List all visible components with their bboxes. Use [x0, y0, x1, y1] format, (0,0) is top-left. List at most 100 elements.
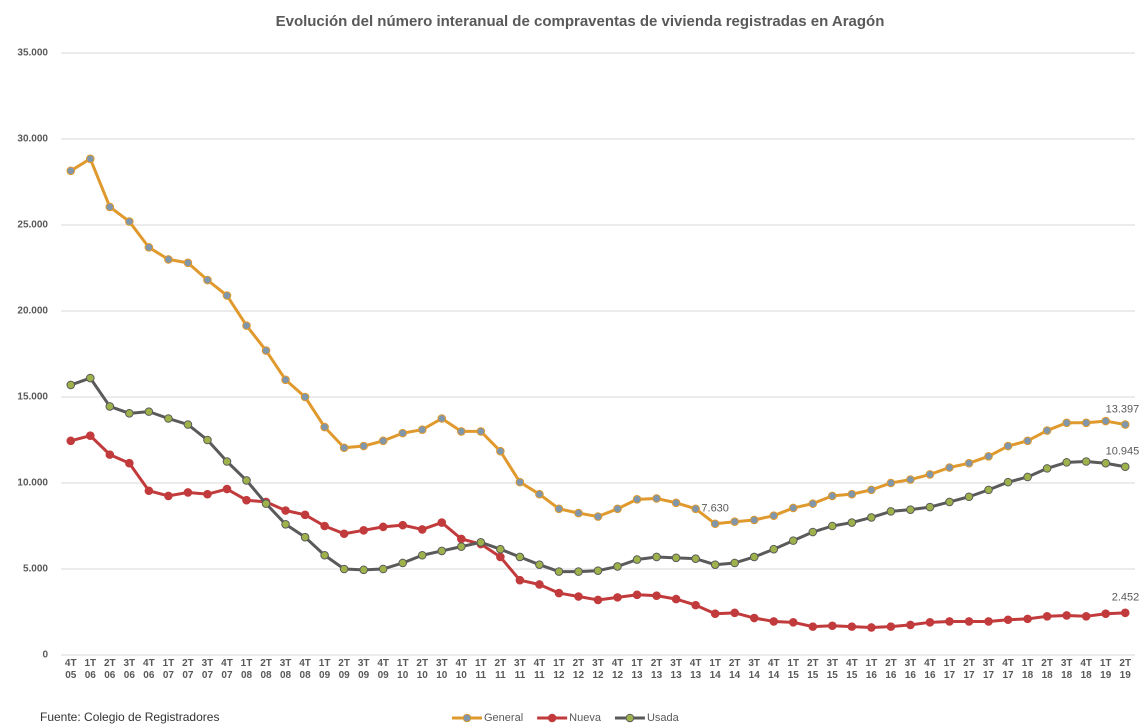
point-marker	[1062, 418, 1071, 428]
point-marker	[515, 575, 525, 585]
y-tick-label: 5.000	[23, 564, 48, 575]
x-tick-label: 4T 14	[768, 658, 780, 681]
point-marker	[945, 463, 954, 472]
y-tick-label: 0	[42, 650, 48, 661]
point-marker	[339, 529, 349, 539]
point-marker	[808, 527, 818, 537]
y-tick-label: 35.000	[17, 48, 48, 59]
point-marker	[749, 613, 759, 623]
point-marker	[730, 558, 739, 568]
point-marker	[554, 588, 564, 598]
point-marker	[1023, 614, 1032, 624]
y-tick-label: 20.000	[17, 306, 48, 317]
point-marker	[632, 590, 642, 600]
point-marker	[613, 593, 622, 602]
x-tick-label: 3T 15	[826, 658, 838, 681]
point-marker	[828, 621, 837, 631]
point-marker	[242, 321, 251, 330]
data-label: 2.452	[1112, 592, 1140, 604]
point-marker	[574, 508, 583, 518]
point-marker	[378, 522, 388, 532]
x-tick-label: 2T 10	[416, 658, 428, 681]
x-tick-label: 3T 06	[124, 658, 136, 681]
point-marker	[710, 609, 720, 619]
point-marker	[1042, 426, 1052, 435]
point-marker	[320, 550, 329, 560]
x-tick-label: 2T 06	[104, 658, 116, 681]
point-marker	[652, 494, 661, 503]
x-tick-label: 3T 14	[748, 658, 760, 681]
point-marker	[808, 499, 818, 508]
x-tick-label: 2T 15	[807, 658, 819, 681]
point-marker	[437, 546, 447, 556]
point-marker	[730, 608, 739, 618]
point-marker	[300, 510, 310, 520]
point-marker	[593, 595, 603, 605]
point-marker	[164, 255, 173, 264]
point-marker	[222, 291, 232, 300]
legend-label: General	[484, 712, 523, 724]
point-marker	[886, 507, 896, 516]
point-marker	[906, 505, 915, 514]
point-marker	[769, 511, 779, 520]
legend-marker	[462, 713, 472, 723]
point-marker	[632, 495, 642, 504]
point-marker	[125, 458, 134, 468]
point-marker	[984, 452, 993, 461]
point-marker	[457, 542, 466, 551]
point-marker	[164, 414, 173, 423]
point-marker	[359, 441, 368, 451]
point-marker	[964, 492, 974, 502]
series-line	[70, 376, 1126, 574]
y-tick-label: 25.000	[17, 220, 48, 231]
point-marker	[437, 518, 447, 527]
x-tick-label: 1T 12	[553, 658, 565, 681]
point-marker	[203, 435, 212, 445]
x-tick-label: 4T 09	[377, 658, 389, 681]
point-marker	[925, 470, 935, 479]
point-marker	[1023, 436, 1032, 446]
point-marker	[632, 555, 642, 564]
point-marker	[164, 491, 173, 501]
point-marker	[964, 458, 974, 468]
point-marker	[613, 562, 622, 571]
point-marker	[105, 450, 115, 459]
point-marker	[906, 475, 915, 484]
point-marker	[281, 375, 290, 385]
source-note: Fuente: Colegio de Registradores	[40, 710, 219, 724]
point-marker	[85, 431, 95, 441]
point-marker	[671, 594, 681, 604]
point-marker	[984, 485, 993, 495]
legend-label: Usada	[647, 712, 680, 724]
point-marker	[261, 346, 271, 355]
data-label: 13.397	[1106, 403, 1140, 415]
x-tick-label: 1T 06	[84, 658, 96, 681]
point-marker	[788, 618, 798, 627]
point-marker	[496, 552, 505, 562]
point-marker	[144, 407, 154, 416]
point-marker	[85, 373, 95, 383]
point-marker	[125, 217, 134, 226]
x-tick-label: 4T 12	[612, 658, 624, 681]
point-marker	[1120, 462, 1130, 472]
x-tick-label: 3T 13	[670, 658, 682, 681]
point-marker	[535, 489, 544, 499]
point-marker	[749, 515, 759, 525]
point-marker	[1042, 612, 1052, 621]
point-marker	[261, 499, 271, 508]
point-marker	[417, 425, 427, 434]
point-marker	[671, 553, 681, 563]
x-tick-label: 1T 16	[866, 658, 878, 681]
point-marker	[398, 520, 408, 530]
point-marker	[183, 420, 193, 429]
point-marker	[417, 525, 427, 534]
point-marker	[945, 497, 954, 507]
point-marker	[496, 446, 505, 456]
legend-marker	[625, 713, 635, 723]
point-marker	[437, 414, 447, 423]
point-marker	[769, 617, 779, 626]
point-marker	[574, 567, 583, 576]
x-tick-label: 3T 17	[983, 658, 995, 681]
legend-label: Nueva	[569, 712, 602, 724]
point-marker	[886, 622, 896, 631]
